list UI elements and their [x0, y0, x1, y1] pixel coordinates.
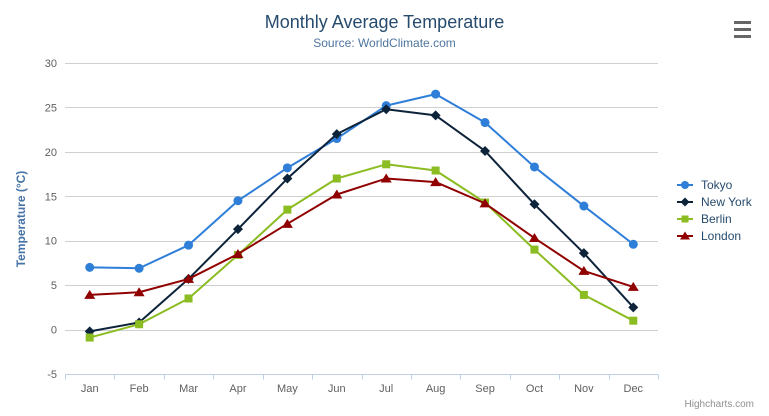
legend-label: New York [701, 194, 752, 209]
y-tick-label: 25 [45, 102, 57, 114]
legend-marker-triangle-icon [677, 231, 693, 239]
data-point-berlin[interactable] [184, 294, 193, 303]
data-point-tokyo[interactable] [184, 240, 194, 250]
legend-item-berlin[interactable]: Berlin [676, 210, 752, 227]
series-line-tokyo[interactable] [88, 93, 635, 270]
data-point-london[interactable] [479, 198, 491, 208]
data-point-new-york[interactable] [282, 173, 293, 184]
gridlines [65, 63, 658, 331]
data-point-london[interactable] [578, 265, 590, 275]
x-tick-label: Oct [526, 383, 543, 395]
data-point-london[interactable] [84, 289, 96, 299]
data-point-tokyo[interactable] [480, 118, 490, 128]
legend-symbol-marker [681, 180, 689, 189]
hamburger-menu-icon[interactable] [734, 21, 751, 38]
y-tick-label: 15 [45, 191, 57, 203]
y-tick-label: 0 [51, 325, 57, 337]
data-point-london[interactable] [331, 189, 343, 199]
data-point-new-york[interactable] [578, 248, 589, 259]
data-point-new-york[interactable] [381, 104, 392, 115]
legend-label: London [701, 228, 742, 243]
menu-bar [734, 21, 751, 24]
x-tick-label: Sep [475, 383, 495, 395]
data-point-new-york[interactable] [331, 129, 342, 140]
data-point-berlin[interactable] [431, 166, 440, 175]
data-point-berlin[interactable] [85, 333, 94, 342]
y-tick-label: -5 [47, 369, 57, 381]
data-point-berlin[interactable] [629, 316, 638, 325]
data-point-london[interactable] [430, 177, 442, 187]
legend: Tokyo New York Berlin London [676, 176, 752, 244]
data-point-berlin[interactable] [579, 290, 588, 299]
menu-bar [734, 35, 751, 38]
data-point-london[interactable] [528, 233, 540, 243]
x-tick-label: May [277, 383, 298, 395]
data-point-tokyo[interactable] [282, 163, 292, 173]
legend-item-london[interactable]: London [676, 227, 752, 244]
data-point-berlin[interactable] [332, 174, 341, 183]
legend-marker-square-icon [677, 215, 693, 222]
data-point-berlin[interactable] [135, 320, 144, 329]
x-tick-label: Aug [426, 383, 446, 395]
series-group [84, 89, 639, 342]
data-point-london[interactable] [281, 218, 293, 228]
x-tick-label: Jan [81, 383, 99, 395]
data-point-tokyo[interactable] [431, 89, 441, 99]
series-line-berlin[interactable] [88, 163, 635, 339]
series-line-new-york[interactable] [88, 108, 635, 333]
data-point-tokyo[interactable] [134, 263, 144, 273]
x-tick-label: Feb [130, 383, 149, 395]
data-point-tokyo[interactable] [529, 162, 539, 172]
axes [65, 374, 659, 380]
data-point-london[interactable] [133, 287, 145, 297]
legend-item-new-york[interactable]: New York [676, 193, 752, 210]
axis-labels: -5 0 5 10 15 20 25 30 Jan Feb Mar Apr May Jun Jul Aug Se… [45, 58, 644, 395]
data-point-berlin[interactable] [283, 205, 292, 214]
chart-subtitle: Source: WorldClimate.com [313, 36, 456, 50]
data-point-london[interactable] [380, 173, 392, 183]
y-tick-label: 20 [45, 147, 57, 159]
x-tick-label: Jun [328, 383, 346, 395]
y-axis-title: Temperature (°C) [14, 171, 28, 268]
data-point-new-york[interactable] [628, 302, 639, 313]
x-tick-label: Dec [624, 383, 644, 395]
series-line-london[interactable] [88, 177, 635, 296]
legend-symbol-marker [680, 197, 690, 206]
x-tick-label: Mar [179, 383, 198, 395]
data-point-berlin[interactable] [382, 160, 391, 169]
data-point-london[interactable] [183, 273, 195, 283]
legend-label: Berlin [701, 211, 732, 226]
data-point-new-york[interactable] [430, 110, 441, 121]
data-point-tokyo[interactable] [233, 196, 243, 206]
x-tick-label: Nov [574, 383, 594, 395]
legend-marker-diamond-icon [677, 197, 693, 206]
data-point-berlin[interactable] [530, 245, 539, 254]
legend-symbol-marker [680, 231, 690, 239]
y-tick-label: 5 [51, 280, 57, 292]
data-point-tokyo[interactable] [579, 201, 589, 211]
data-point-new-york[interactable] [232, 224, 243, 235]
y-tick-label: 30 [45, 58, 57, 70]
data-point-tokyo[interactable] [628, 239, 638, 249]
menu-bar [734, 28, 751, 31]
credits-link[interactable]: Highcharts.com [684, 399, 754, 410]
data-point-london[interactable] [627, 281, 639, 291]
chart-title: Monthly Average Temperature [264, 12, 505, 32]
data-point-tokyo[interactable] [85, 262, 95, 272]
legend-label: Tokyo [701, 177, 733, 192]
legend-marker-circle-icon [677, 180, 693, 189]
data-point-new-york[interactable] [480, 145, 491, 156]
x-tick-label: Apr [229, 383, 246, 395]
data-point-london[interactable] [232, 249, 244, 259]
x-tick-label: Jul [379, 383, 393, 395]
legend-item-tokyo[interactable]: Tokyo [676, 176, 752, 193]
y-tick-label: 10 [45, 236, 57, 248]
legend-symbol-marker [681, 215, 689, 222]
data-point-new-york[interactable] [529, 199, 540, 210]
